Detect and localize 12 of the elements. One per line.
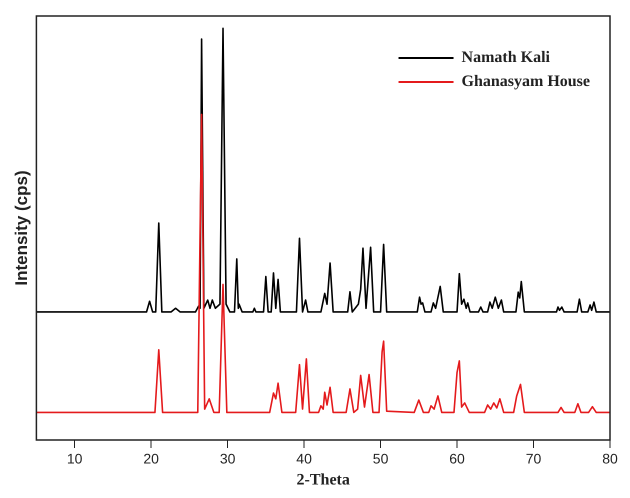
x-tick-label: 40 [296, 450, 312, 466]
legend-label: Ghanasyam House [462, 73, 590, 90]
x-tick-label: 80 [602, 450, 618, 466]
x-axis-title: 2-Theta [296, 472, 350, 489]
y-axis-title: Intensity (cps) [12, 170, 31, 286]
legend-label: Namath Kali [462, 49, 551, 66]
x-tick-label: 30 [220, 450, 236, 466]
x-tick-label: 60 [449, 450, 466, 466]
x-tick-label: 10 [66, 450, 83, 466]
x-tick-label: 70 [526, 450, 542, 466]
x-tick-label: 50 [372, 450, 389, 466]
x-tick-label: 20 [143, 450, 160, 466]
